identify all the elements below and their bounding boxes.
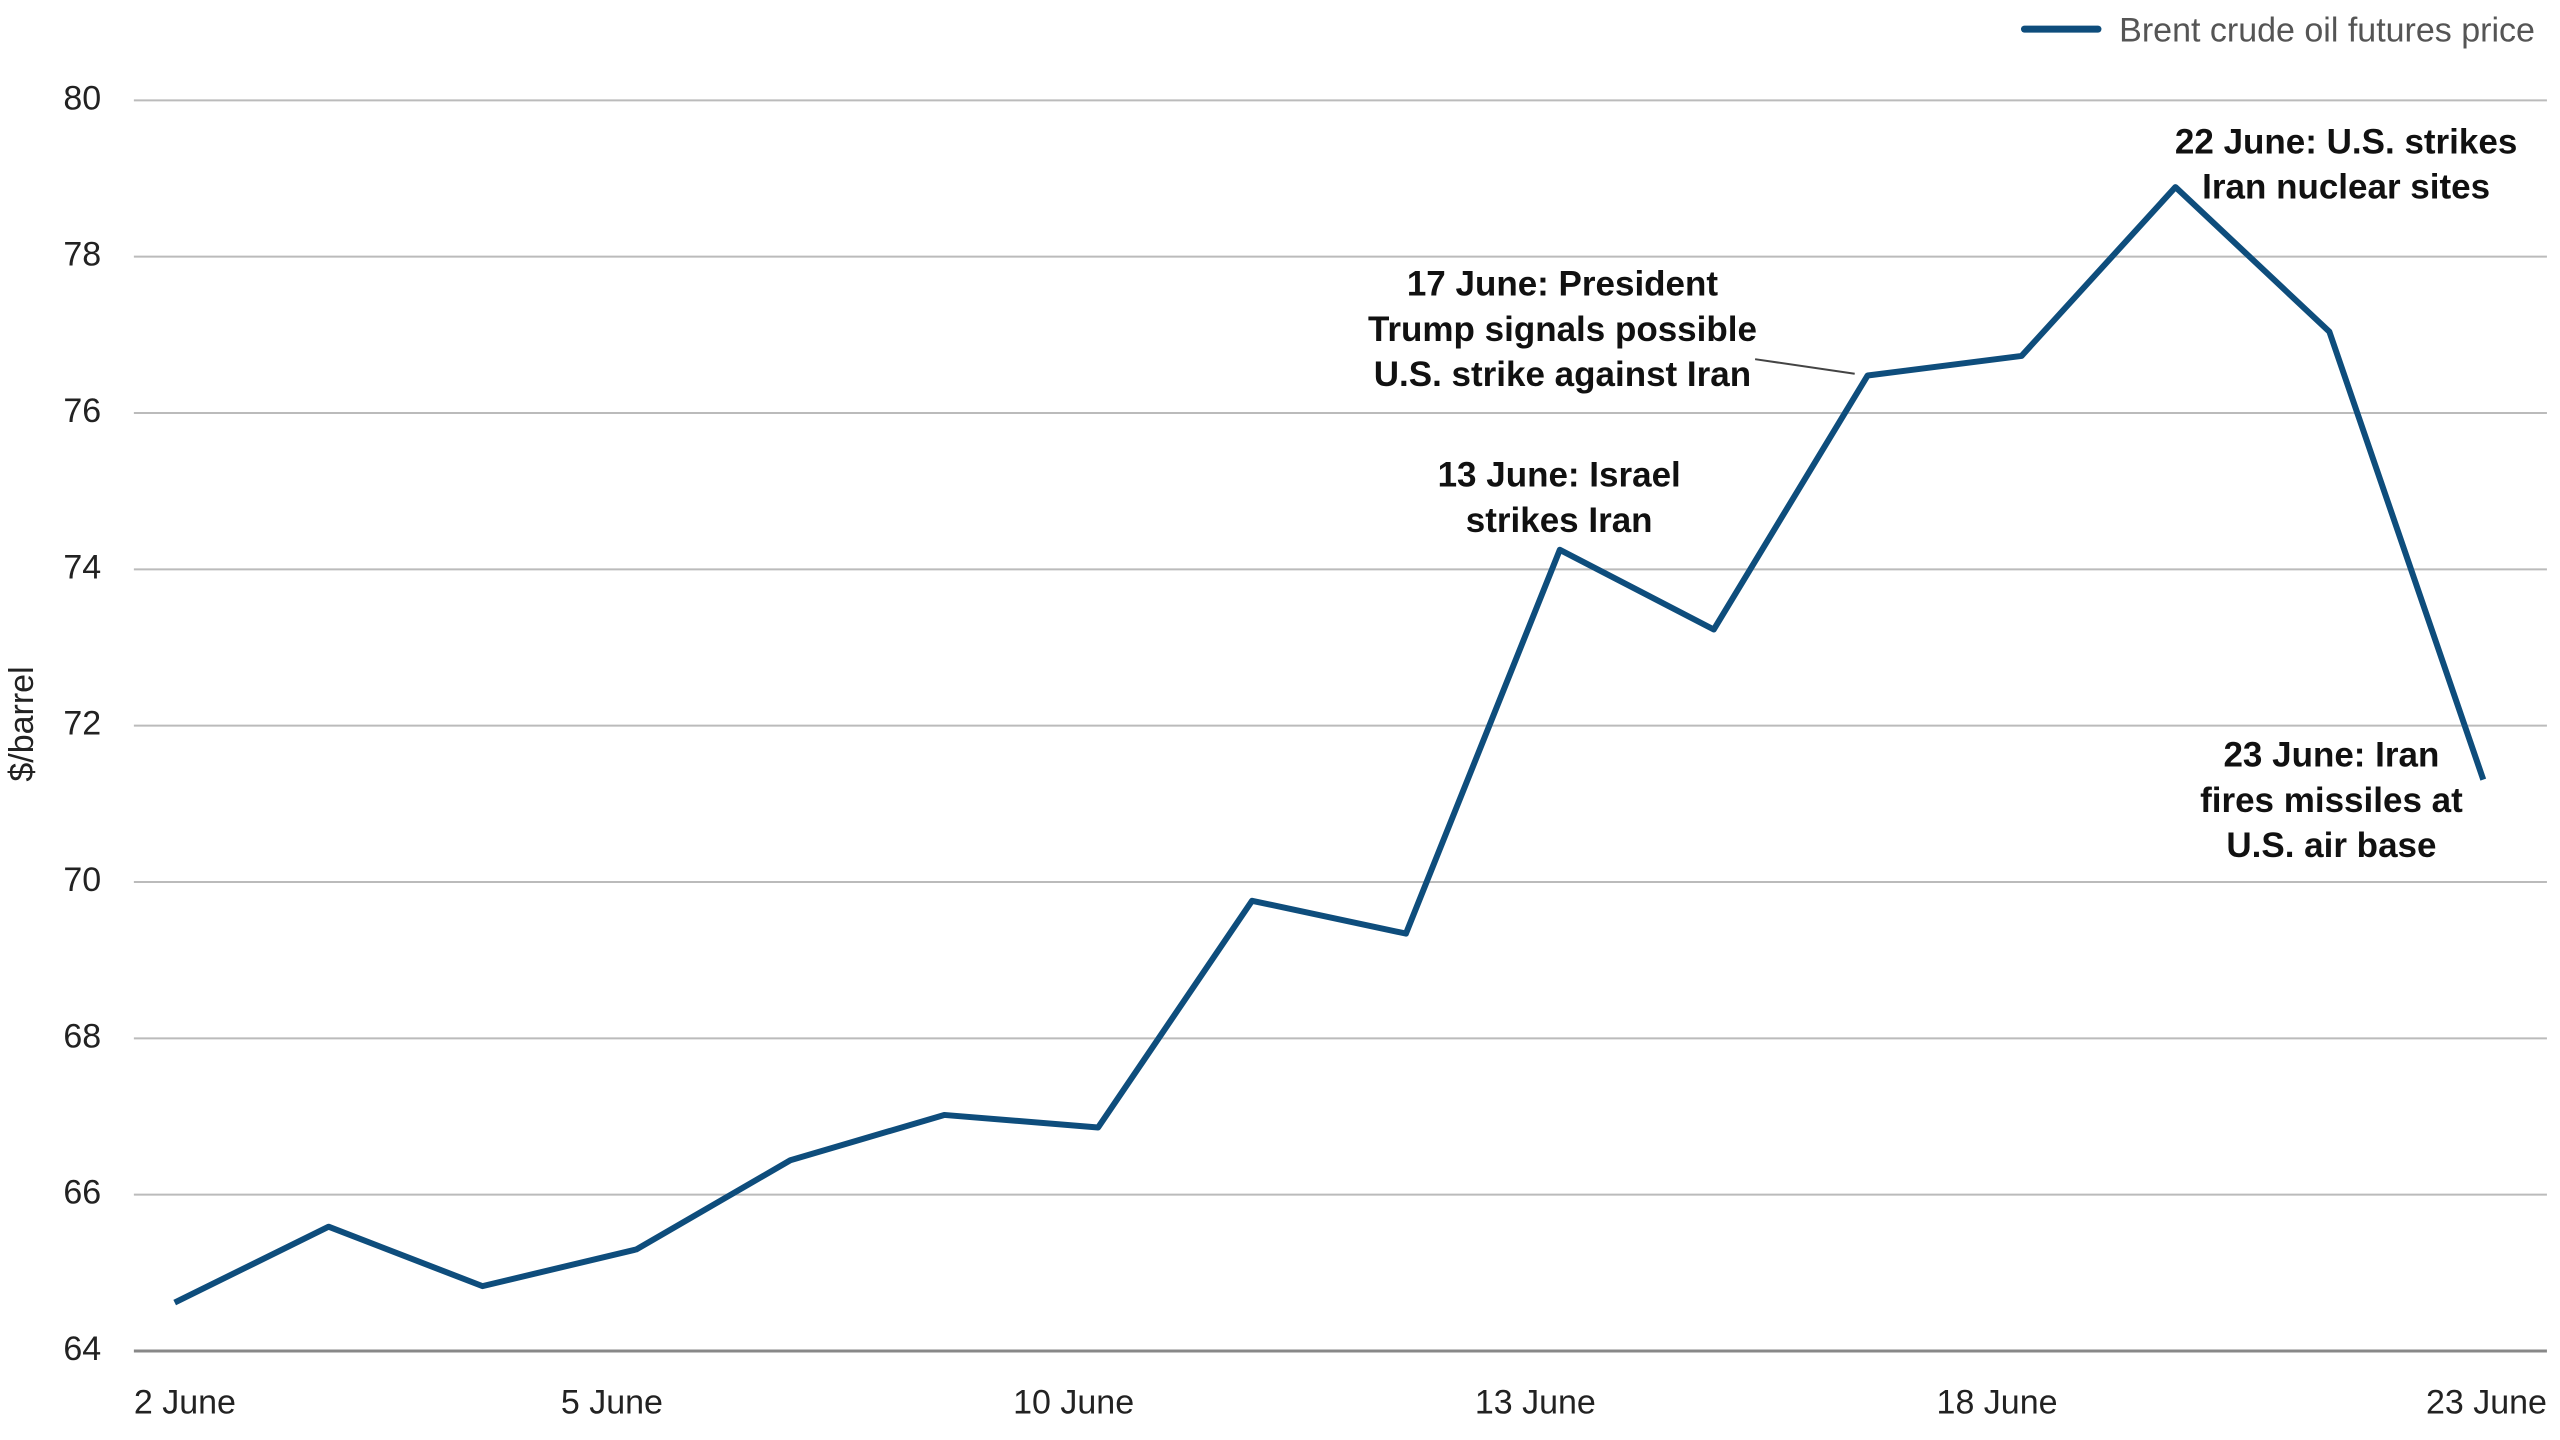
x-tick-label: 2 June: [134, 1383, 236, 1421]
annotation: fires missiles at: [2200, 781, 2463, 820]
y-tick-label: 80: [63, 79, 101, 117]
y-tick-label: 76: [63, 392, 101, 430]
y-tick-label: 66: [63, 1174, 101, 1212]
annotation: Iran nuclear sites: [2202, 168, 2490, 207]
annotation-leader: [1754, 358, 1855, 375]
annotation: 17 June: President: [1407, 265, 1719, 304]
annotation: Trump signals possible: [1368, 310, 1757, 349]
y-tick-label: 72: [63, 705, 101, 743]
price-line: [173, 184, 2487, 1306]
legend-label: Brent crude oil futures price: [2119, 11, 2535, 49]
y-tick-label: 70: [63, 861, 101, 899]
y-axis-label: $/barrel: [3, 666, 41, 781]
annotation: strikes Iran: [1466, 501, 1653, 540]
y-tick-label: 64: [63, 1330, 101, 1368]
annotation: U.S. strike against Iran: [1374, 355, 1751, 394]
annotation: U.S. air base: [2226, 826, 2436, 865]
y-tick-label: 74: [63, 548, 101, 586]
y-tick-label: 78: [63, 236, 101, 274]
y-tick-label: 68: [63, 1017, 101, 1055]
x-tick-label: 5 June: [561, 1383, 663, 1421]
x-tick-label: 13 June: [1475, 1383, 1596, 1421]
annotation: 22 June: U.S. strikes: [2175, 122, 2517, 161]
x-tick-label: 10 June: [1013, 1383, 1134, 1421]
annotation: 23 June: Iran: [2223, 735, 2439, 774]
x-tick-label: 18 June: [1937, 1383, 2058, 1421]
annotation: 13 June: Israel: [1438, 456, 1681, 495]
x-tick-label: 23 June: [2426, 1383, 2547, 1421]
